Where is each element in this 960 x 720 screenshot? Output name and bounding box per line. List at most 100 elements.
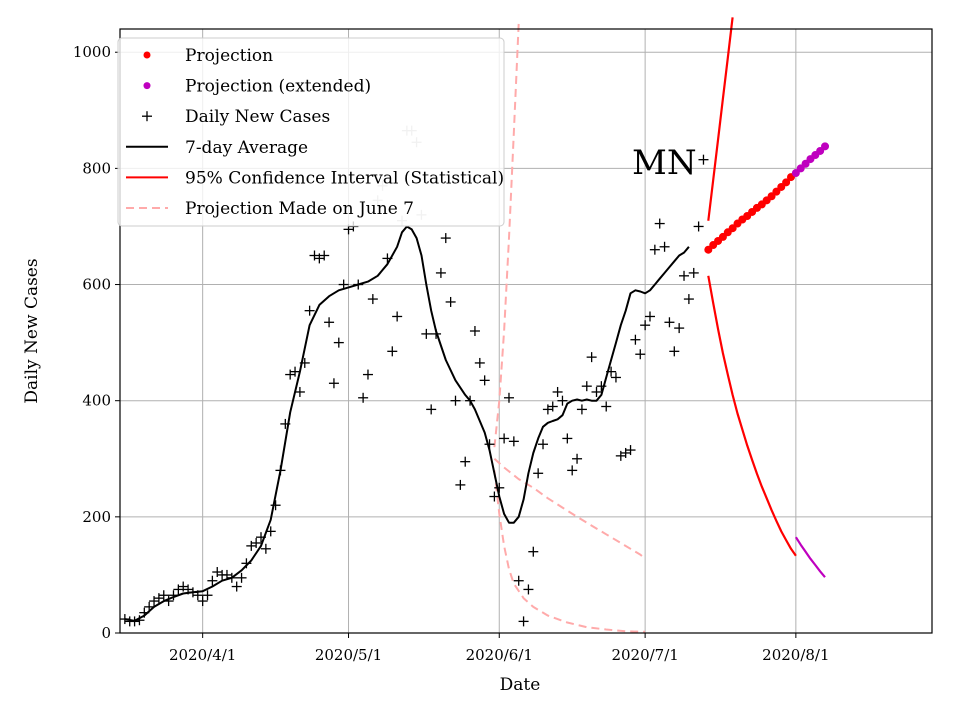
legend-entry: Daily New Cases xyxy=(142,107,330,127)
daily-case-marker xyxy=(382,253,393,264)
daily-case-marker xyxy=(581,381,592,392)
daily-case-marker xyxy=(654,218,665,229)
daily-case-marker xyxy=(669,346,680,357)
daily-case-marker xyxy=(392,311,403,322)
projection-extended-point xyxy=(821,142,830,151)
daily-case-marker xyxy=(290,366,301,377)
daily-case-marker xyxy=(513,575,524,586)
daily-case-marker xyxy=(596,381,607,392)
legend-label: 95% Confidence Interval (Statistical) xyxy=(185,168,504,188)
daily-case-marker xyxy=(469,326,480,336)
daily-case-marker xyxy=(508,436,519,447)
ci-lower-line xyxy=(707,275,797,557)
daily-case-marker xyxy=(328,378,339,389)
daily-case-marker xyxy=(367,294,378,305)
daily-case-marker xyxy=(265,526,276,537)
daily-case-marker xyxy=(528,546,539,557)
daily-case-marker xyxy=(562,433,573,444)
seven-day-average-line xyxy=(124,225,690,622)
daily-case-marker xyxy=(688,267,699,278)
daily-case-marker xyxy=(625,445,636,456)
daily-case-marker xyxy=(260,543,271,554)
daily-case-marker xyxy=(460,456,471,467)
y-tick-label: 0 xyxy=(101,624,111,642)
y-tick-label: 800 xyxy=(82,159,111,177)
legend: Projection Projection (extended) Daily New… xyxy=(117,37,505,227)
plot-frame xyxy=(119,28,933,634)
legend-label: 7-day Average xyxy=(185,138,308,158)
june7-projection-lower-line xyxy=(493,470,646,633)
daily-case-marker xyxy=(640,320,651,331)
daily-case-marker xyxy=(144,601,155,612)
daily-case-marker xyxy=(134,615,145,626)
daily-case-marker xyxy=(119,614,130,625)
daily-case-marker xyxy=(494,482,505,493)
daily-case-marker xyxy=(440,233,451,244)
daily-case-marker xyxy=(683,294,694,305)
legend-dot-handle xyxy=(143,82,151,90)
daily-case-marker xyxy=(294,386,305,397)
daily-case-marker xyxy=(299,357,310,368)
x-tick-label: 2020/6/1 xyxy=(466,646,533,664)
daily-case-marker xyxy=(319,250,330,261)
daily-case-marker xyxy=(139,607,150,618)
daily-case-marker xyxy=(241,558,252,569)
daily-case-marker xyxy=(236,572,247,583)
daily-case-marker xyxy=(586,352,597,363)
daily-case-marker xyxy=(547,401,558,412)
x-tick-label: 2020/8/1 xyxy=(762,646,829,664)
legend-entry: Projection xyxy=(143,46,273,66)
daily-case-marker xyxy=(129,616,140,627)
axes: 0 200 400 600 800 1000 2020/4/1 2020/5/1 2020/6/… xyxy=(73,43,830,664)
daily-case-marker xyxy=(474,357,485,368)
daily-case-marker xyxy=(465,395,476,406)
daily-case-marker xyxy=(538,439,549,450)
legend-entry: 7-day Average xyxy=(126,138,308,158)
daily-case-marker xyxy=(163,596,174,607)
daily-case-marker xyxy=(674,323,685,334)
daily-case-marker xyxy=(202,590,213,601)
daily-case-marker xyxy=(479,375,490,386)
y-tick-label: 400 xyxy=(82,392,111,410)
daily-case-marker xyxy=(387,346,398,357)
daily-case-marker xyxy=(421,328,432,339)
daily-case-marker xyxy=(659,241,670,252)
daily-case-marker xyxy=(304,305,315,316)
daily-case-marker xyxy=(610,372,621,383)
daily-case-marker xyxy=(256,532,267,543)
x-tick-label: 2020/5/1 xyxy=(315,646,382,664)
y-tick-label: 200 xyxy=(82,508,111,526)
daily-case-marker xyxy=(630,334,641,345)
daily-case-marker xyxy=(635,349,646,360)
daily-case-marker xyxy=(280,418,291,429)
legend-label: Daily New Cases xyxy=(185,107,330,127)
daily-case-marker xyxy=(270,500,281,511)
ci-lower-extended-line xyxy=(794,536,826,578)
daily-case-marker xyxy=(693,221,704,232)
legend-label: Projection (extended) xyxy=(185,77,371,97)
daily-case-marker xyxy=(158,590,169,601)
daily-case-marker xyxy=(518,616,529,627)
daily-case-marker xyxy=(606,366,617,377)
daily-case-marker xyxy=(552,386,563,397)
daily-case-marker xyxy=(450,395,461,406)
daily-case-marker xyxy=(168,590,179,601)
daily-case-marker xyxy=(358,392,369,403)
daily-case-marker xyxy=(435,267,446,278)
daily-case-marker xyxy=(338,279,349,290)
daily-case-marker xyxy=(362,369,373,380)
daily-case-marker xyxy=(503,392,514,403)
daily-case-marker xyxy=(333,337,344,348)
x-tick-label: 2020/4/1 xyxy=(169,646,236,664)
daily-case-marker xyxy=(426,404,437,415)
daily-case-marker xyxy=(591,386,602,397)
projection-point xyxy=(782,178,791,187)
daily-case-marker xyxy=(567,465,578,476)
daily-case-marker xyxy=(489,491,500,502)
daily-case-marker xyxy=(251,537,262,548)
daily-case-marker xyxy=(664,317,675,328)
daily-case-marker xyxy=(698,154,709,165)
daily-case-marker xyxy=(431,328,442,339)
daily-case-marker xyxy=(572,453,583,464)
